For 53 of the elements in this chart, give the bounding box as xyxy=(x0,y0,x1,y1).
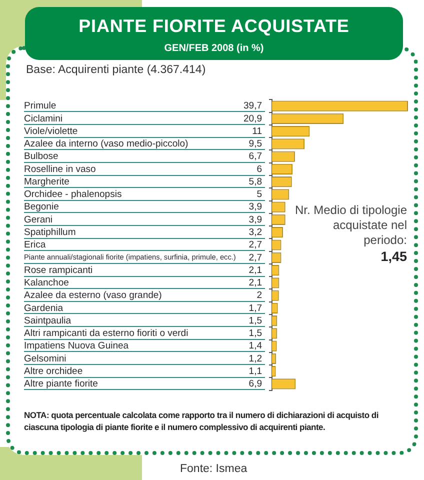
data-label: 1,1 xyxy=(248,366,262,377)
data-label: 20,9 xyxy=(244,113,262,124)
y-tick-label: Erica xyxy=(24,240,46,251)
data-label: 2,7 xyxy=(248,252,262,264)
data-label: 1,7 xyxy=(248,302,262,314)
data-label: 39,7 xyxy=(244,100,262,112)
data-label: 6,9 xyxy=(248,378,262,390)
y-tick-label: Spatiphillum xyxy=(24,226,76,238)
data-label: 2 xyxy=(256,290,262,302)
chart-title: PIANTE FIORITE ACQUISTATE xyxy=(78,16,350,37)
y-tick-label: Viole/violette xyxy=(24,126,78,137)
data-label: 3,2 xyxy=(248,226,262,238)
y-tick-label: Azalee da interno (vaso medio-piccolo) xyxy=(24,138,188,150)
y-tick-label: Bulbose xyxy=(24,151,58,162)
y-tick-label: Altre piante fiorite xyxy=(24,378,98,390)
data-label: 1,4 xyxy=(248,340,262,352)
source-note: Fonte: Ismea xyxy=(180,463,248,475)
annotation: 1,45 xyxy=(380,248,407,265)
data-label: 2,7 xyxy=(248,240,262,251)
data-label: 6 xyxy=(256,164,262,175)
y-tick-label: Impatiens Nuova Guinea xyxy=(24,340,130,352)
data-label: 3,9 xyxy=(248,214,262,226)
data-label: 5,8 xyxy=(248,176,262,188)
y-tick-label: Margherite xyxy=(24,176,70,188)
chart-subtitle: GEN/FEB 2008 (in %) xyxy=(163,43,265,54)
y-tick-label: Ciclamini xyxy=(24,113,63,124)
data-label: 9,5 xyxy=(248,138,262,150)
data-label: 1,2 xyxy=(248,353,262,364)
data-label: 3,9 xyxy=(248,202,262,213)
y-tick-label: Kalanchoe xyxy=(24,278,69,289)
data-label: 6,7 xyxy=(248,151,262,162)
y-tick-label: Rose rampicanti xyxy=(24,264,93,276)
y-tick-label: Orchidee - phalenopsis xyxy=(24,189,122,200)
annotation: Nr. Medio di tipologie acquistate nel periodo: xyxy=(294,203,407,248)
y-tick-label: Gerani xyxy=(24,214,53,226)
data-label: 11 xyxy=(252,126,262,137)
y-tick-label: Gardenia xyxy=(24,302,64,314)
data-label: 1,5 xyxy=(248,328,262,340)
header-banner: PIANTE FIORITE ACQUISTATE GEN/FEB 2008 (in %) xyxy=(25,7,403,60)
data-label: 2,1 xyxy=(248,278,262,289)
y-tick-label: Roselline in vaso xyxy=(24,164,96,175)
text: NOTA: quota percentuale calcolata come rapporto tra il numero di dichiarazioni di acquisto di ciascuna tipologia di piante fiorite e il numero complessivo di acquirenti piante. xyxy=(24,409,380,433)
text: Base: Acquirenti piante (4.367.414) xyxy=(26,64,206,76)
y-tick-label: Primule xyxy=(24,100,56,112)
y-tick-label: Azalee da esterno (vaso grande) xyxy=(24,290,162,302)
y-tick-label: Gelsomini xyxy=(24,353,66,364)
data-label: 5 xyxy=(256,189,262,200)
data-label: 2,1 xyxy=(248,264,262,276)
y-tick-label: Begonie xyxy=(24,202,59,213)
y-tick-label: Saintpaulia xyxy=(24,315,72,326)
y-tick-label: Altri rampicanti da esterno fioriti o verdi xyxy=(24,328,188,340)
data-label: 1,5 xyxy=(248,315,262,326)
y-tick-label: Altre orchidee xyxy=(24,366,83,377)
